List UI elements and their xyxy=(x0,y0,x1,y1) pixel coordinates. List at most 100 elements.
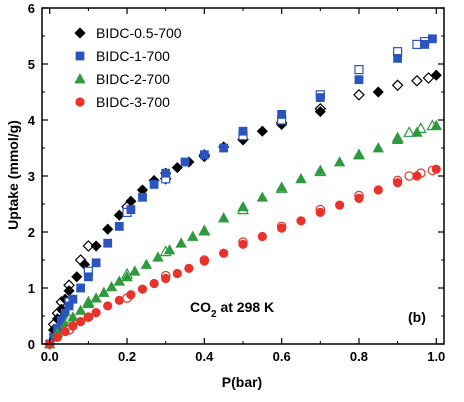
y-tick-label: 2 xyxy=(28,225,35,240)
desorption-point xyxy=(404,171,415,181)
adsorption-point xyxy=(180,157,190,167)
adsorption-point xyxy=(126,205,136,215)
adsorption-point xyxy=(420,40,430,49)
adsorption-point xyxy=(372,86,384,98)
adsorption-point xyxy=(277,110,287,119)
adsorption-point xyxy=(315,207,325,217)
adsorption-point xyxy=(114,295,124,305)
adsorption-point xyxy=(82,297,95,309)
adsorption-point xyxy=(430,119,442,131)
adsorption-point xyxy=(71,271,83,283)
adsorption-point xyxy=(103,301,113,311)
adsorption-point xyxy=(431,164,441,174)
annotation-text: CO xyxy=(190,299,211,315)
adsorption-point xyxy=(68,294,78,304)
adsorption-point xyxy=(98,286,110,297)
adsorption-point xyxy=(105,281,118,292)
adsorption-point xyxy=(314,164,326,175)
adsorption-point xyxy=(103,238,113,248)
adsorption-point xyxy=(428,34,437,44)
legend-label-2: BIDC-2-700 xyxy=(96,71,170,87)
legend-label-0: BIDC-0.5-700 xyxy=(96,25,182,41)
adsorption-point xyxy=(314,106,326,118)
adsorption-point xyxy=(161,168,171,178)
adsorption-point xyxy=(67,311,79,322)
legend-label-3: BIDC-3-700 xyxy=(96,94,170,110)
adsorption-point xyxy=(137,284,148,294)
adsorption-point xyxy=(83,272,93,282)
adsorption-point xyxy=(372,142,384,153)
adsorption-point xyxy=(76,316,86,327)
adsorption-point xyxy=(353,148,365,160)
y-tick-label: 3 xyxy=(28,169,35,184)
adsorption-point xyxy=(296,216,306,226)
adsorption-point xyxy=(217,212,230,223)
panel-label: (b) xyxy=(408,309,426,325)
series-1 xyxy=(45,34,437,349)
x-tick-label: 0.0 xyxy=(41,349,59,364)
y-axis-title: Uptake (mmol/g) xyxy=(5,120,21,230)
adsorption-point xyxy=(149,179,159,189)
adsorption-point xyxy=(238,126,248,136)
series-3 xyxy=(45,164,441,349)
series-0 xyxy=(44,69,442,350)
adsorption-point xyxy=(140,258,153,269)
adsorption-point xyxy=(60,327,70,337)
adsorption-point xyxy=(90,240,102,252)
plot-area xyxy=(44,34,442,350)
adsorption-point xyxy=(412,171,422,181)
adsorption-point xyxy=(83,312,93,322)
annotation-subscript: 2 xyxy=(211,309,217,320)
adsorption-point xyxy=(74,304,87,315)
adsorption-point xyxy=(295,172,307,184)
y-tick-label: 0 xyxy=(28,337,35,352)
legend-label-1: BIDC-1-700 xyxy=(96,48,170,64)
desorption-point xyxy=(354,64,364,75)
desorption-point xyxy=(412,39,422,50)
adsorption-point xyxy=(102,223,114,235)
adsorption-point xyxy=(333,156,346,167)
adsorption-point xyxy=(76,283,86,293)
adsorption-point xyxy=(172,268,182,279)
adsorption-point xyxy=(430,69,442,81)
adsorption-point xyxy=(275,181,288,192)
x-tick-label: 0.8 xyxy=(350,349,368,364)
x-tick-label: 0.4 xyxy=(195,349,214,364)
y-tick-label: 5 xyxy=(28,57,35,72)
y-tick-label: 6 xyxy=(28,1,35,16)
adsorption-point xyxy=(161,273,171,284)
adsorption-point xyxy=(90,292,102,303)
adsorption-point xyxy=(256,191,269,202)
adsorption-point xyxy=(126,290,136,300)
x-tick-label: 0.6 xyxy=(273,349,291,364)
adsorption-point xyxy=(315,93,325,102)
adsorption-point xyxy=(354,75,364,85)
adsorption-point xyxy=(68,321,78,331)
adsorption-point xyxy=(393,54,403,63)
adsorption-point xyxy=(238,239,248,249)
desorption-point xyxy=(411,74,423,87)
adsorption-point xyxy=(187,230,199,241)
adsorption-point xyxy=(257,231,267,242)
adsorption-point xyxy=(277,223,287,233)
adsorption-point xyxy=(354,193,364,203)
adsorption-point xyxy=(219,143,229,153)
adsorption-point xyxy=(199,150,209,160)
adsorption-point xyxy=(411,126,423,137)
adsorption-point xyxy=(175,237,187,248)
adsorption-point xyxy=(52,332,63,342)
adsorption-point xyxy=(121,270,133,282)
adsorption-point xyxy=(114,221,124,231)
adsorption-point xyxy=(184,263,194,273)
adsorption-point xyxy=(373,185,383,195)
legend-marker-1 xyxy=(75,51,85,61)
axes: 0.0 0.2 0.4 0.6 0.8 1.0 0 1 2 3 4 5 6 xyxy=(28,1,446,364)
adsorption-point xyxy=(149,278,159,289)
y-tick-label: 1 xyxy=(28,281,35,296)
adsorption-point xyxy=(198,224,211,235)
y-tick-label: 4 xyxy=(28,113,36,128)
desorption-point xyxy=(353,88,365,101)
adsorption-point xyxy=(219,248,229,258)
adsorption-point xyxy=(129,265,141,276)
